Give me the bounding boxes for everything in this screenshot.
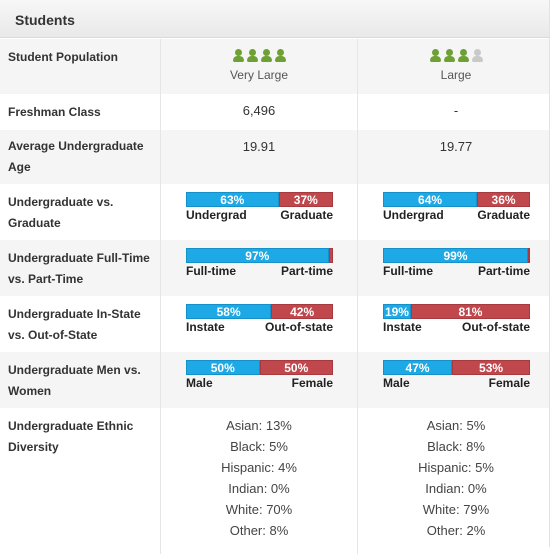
ethnic-item: Other: 8%	[229, 523, 289, 538]
row-undergrad-graduate: Undergraduate vs. Graduate 63% 37% Underg…	[0, 184, 549, 240]
section-header: Students	[0, 0, 549, 38]
bar-left-segment: 63%	[186, 192, 279, 207]
population-text: Very Large	[229, 68, 289, 82]
bar-right-label: Graduate	[280, 208, 333, 222]
row-label: Undergraduate vs. Graduate	[8, 195, 114, 230]
bar-right-segment: 53%	[452, 360, 530, 375]
bar-left-label: Undergrad	[383, 208, 444, 222]
bar-right-segment: 36%	[477, 192, 530, 207]
population-text: Large	[440, 68, 472, 82]
section-title: Students	[15, 12, 75, 28]
ethnic-col2: Asian: 5% Black: 8% Hispanic: 5% Indian:…	[357, 408, 550, 554]
bar-left-segment: 64%	[383, 192, 478, 207]
ethnic-item: Other: 2%	[426, 523, 486, 538]
row-label: Undergraduate In-State vs. Out-of-State	[8, 307, 141, 342]
bar-right-label: Female	[488, 376, 530, 390]
ethnic-item: Asian: 5%	[426, 418, 486, 433]
ethnic-item: Hispanic: 5%	[418, 460, 494, 475]
population-icons	[232, 49, 286, 63]
freshman-value: 6,496	[160, 94, 357, 139]
bar-right-segment	[528, 248, 530, 263]
row-label: Undergraduate Ethnic Diversity	[8, 419, 134, 454]
row-label: Undergraduate Men vs. Women	[8, 363, 141, 398]
bar-left-segment: 97%	[186, 248, 329, 263]
gender-col2: 47% 53% Male Female	[357, 352, 550, 408]
person-icon	[274, 49, 286, 63]
row-label: Undergraduate Full-Time vs. Part-Time	[8, 251, 150, 286]
row-instate-outofstate: Undergraduate In-State vs. Out-of-State …	[0, 296, 549, 352]
person-icon	[443, 49, 455, 63]
population-icons	[429, 49, 483, 63]
person-icon	[471, 49, 483, 63]
ratio-bar: 19% 81%	[383, 304, 530, 319]
bar-left-label: Instate	[186, 320, 225, 334]
ethnic-item: White: 70%	[225, 502, 293, 517]
ratio-bar: 99%	[383, 248, 530, 263]
bar-left-label: Undergrad	[186, 208, 247, 222]
ethnic-item: Indian: 0%	[228, 481, 290, 496]
bar-left-label: Instate	[383, 320, 422, 334]
person-icon	[429, 49, 441, 63]
ug-grad-col1: 63% 37% Undergrad Graduate	[160, 184, 357, 240]
ft-pt-col2: 99% Full-time Part-time	[357, 240, 550, 296]
bar-left-segment: 19%	[383, 304, 411, 319]
gender-col1: 50% 50% Male Female	[160, 352, 357, 408]
row-label: Average Undergraduate Age	[8, 139, 144, 174]
bar-right-segment: 37%	[278, 192, 333, 207]
bar-right-label: Graduate	[477, 208, 530, 222]
population-col1: Very Large	[160, 39, 357, 94]
ft-pt-col1: 97% Full-time Part-time	[160, 240, 357, 296]
ratio-bar: 47% 53%	[383, 360, 530, 375]
age-value: 19.77	[357, 130, 550, 193]
population-col2: Large	[357, 39, 550, 94]
freshman-value: -	[357, 94, 550, 139]
ethnic-item: Asian: 13%	[226, 418, 292, 433]
ethnic-item: Black: 8%	[427, 439, 485, 454]
person-icon	[457, 49, 469, 63]
bar-left-segment: 47%	[383, 360, 453, 375]
bar-right-label: Female	[291, 376, 333, 390]
ug-grad-col2: 64% 36% Undergrad Graduate	[357, 184, 550, 240]
ratio-bar: 64% 36%	[383, 192, 530, 207]
ethnic-item: Hispanic: 4%	[221, 460, 297, 475]
ethnic-col1: Asian: 13% Black: 5% Hispanic: 4% Indian…	[160, 408, 357, 554]
row-men-women: Undergraduate Men vs. Women 50% 50% Male F…	[0, 352, 549, 408]
bar-left-label: Full-time	[186, 264, 236, 278]
bar-right-label: Out-of-state	[265, 320, 333, 334]
bar-left-label: Full-time	[383, 264, 433, 278]
age-value: 19.91	[160, 130, 357, 193]
row-freshman-class: Freshman Class 6,496 -	[0, 94, 549, 139]
ratio-bar: 97%	[186, 248, 333, 263]
bar-left-label: Male	[383, 376, 410, 390]
bar-left-label: Male	[186, 376, 213, 390]
instate-col1: 58% 42% Instate Out-of-state	[160, 296, 357, 352]
bar-left-segment: 99%	[383, 248, 528, 263]
ethnic-item: Indian: 0%	[425, 481, 487, 496]
bar-right-label: Part-time	[280, 264, 333, 278]
row-student-population: Student Population Very Large Large	[0, 39, 549, 94]
person-icon	[232, 49, 244, 63]
row-ethnic-diversity: Undergraduate Ethnic Diversity Asian: 13…	[0, 408, 549, 554]
row-average-age: Average Undergraduate Age 19.91 19.77	[0, 130, 549, 193]
row-label: Student Population	[8, 50, 118, 64]
bar-right-segment	[328, 248, 333, 263]
ratio-bar: 50% 50%	[186, 360, 333, 375]
ratio-bar: 63% 37%	[186, 192, 333, 207]
bar-right-label: Out-of-state	[462, 320, 530, 334]
bar-right-segment: 42%	[271, 304, 333, 319]
ethnic-item: Black: 5%	[230, 439, 288, 454]
ratio-bar: 58% 42%	[186, 304, 333, 319]
person-icon	[260, 49, 272, 63]
instate-col2: 19% 81% Instate Out-of-state	[357, 296, 550, 352]
bar-right-label: Part-time	[477, 264, 530, 278]
ethnic-item: White: 79%	[422, 502, 490, 517]
row-label: Freshman Class	[8, 105, 101, 119]
bar-right-segment: 50%	[259, 360, 333, 375]
bar-left-segment: 58%	[186, 304, 272, 319]
person-icon	[246, 49, 258, 63]
bar-left-segment: 50%	[186, 360, 260, 375]
bar-right-segment: 81%	[410, 304, 530, 319]
row-fulltime-parttime: Undergraduate Full-Time vs. Part-Time 97…	[0, 240, 549, 296]
